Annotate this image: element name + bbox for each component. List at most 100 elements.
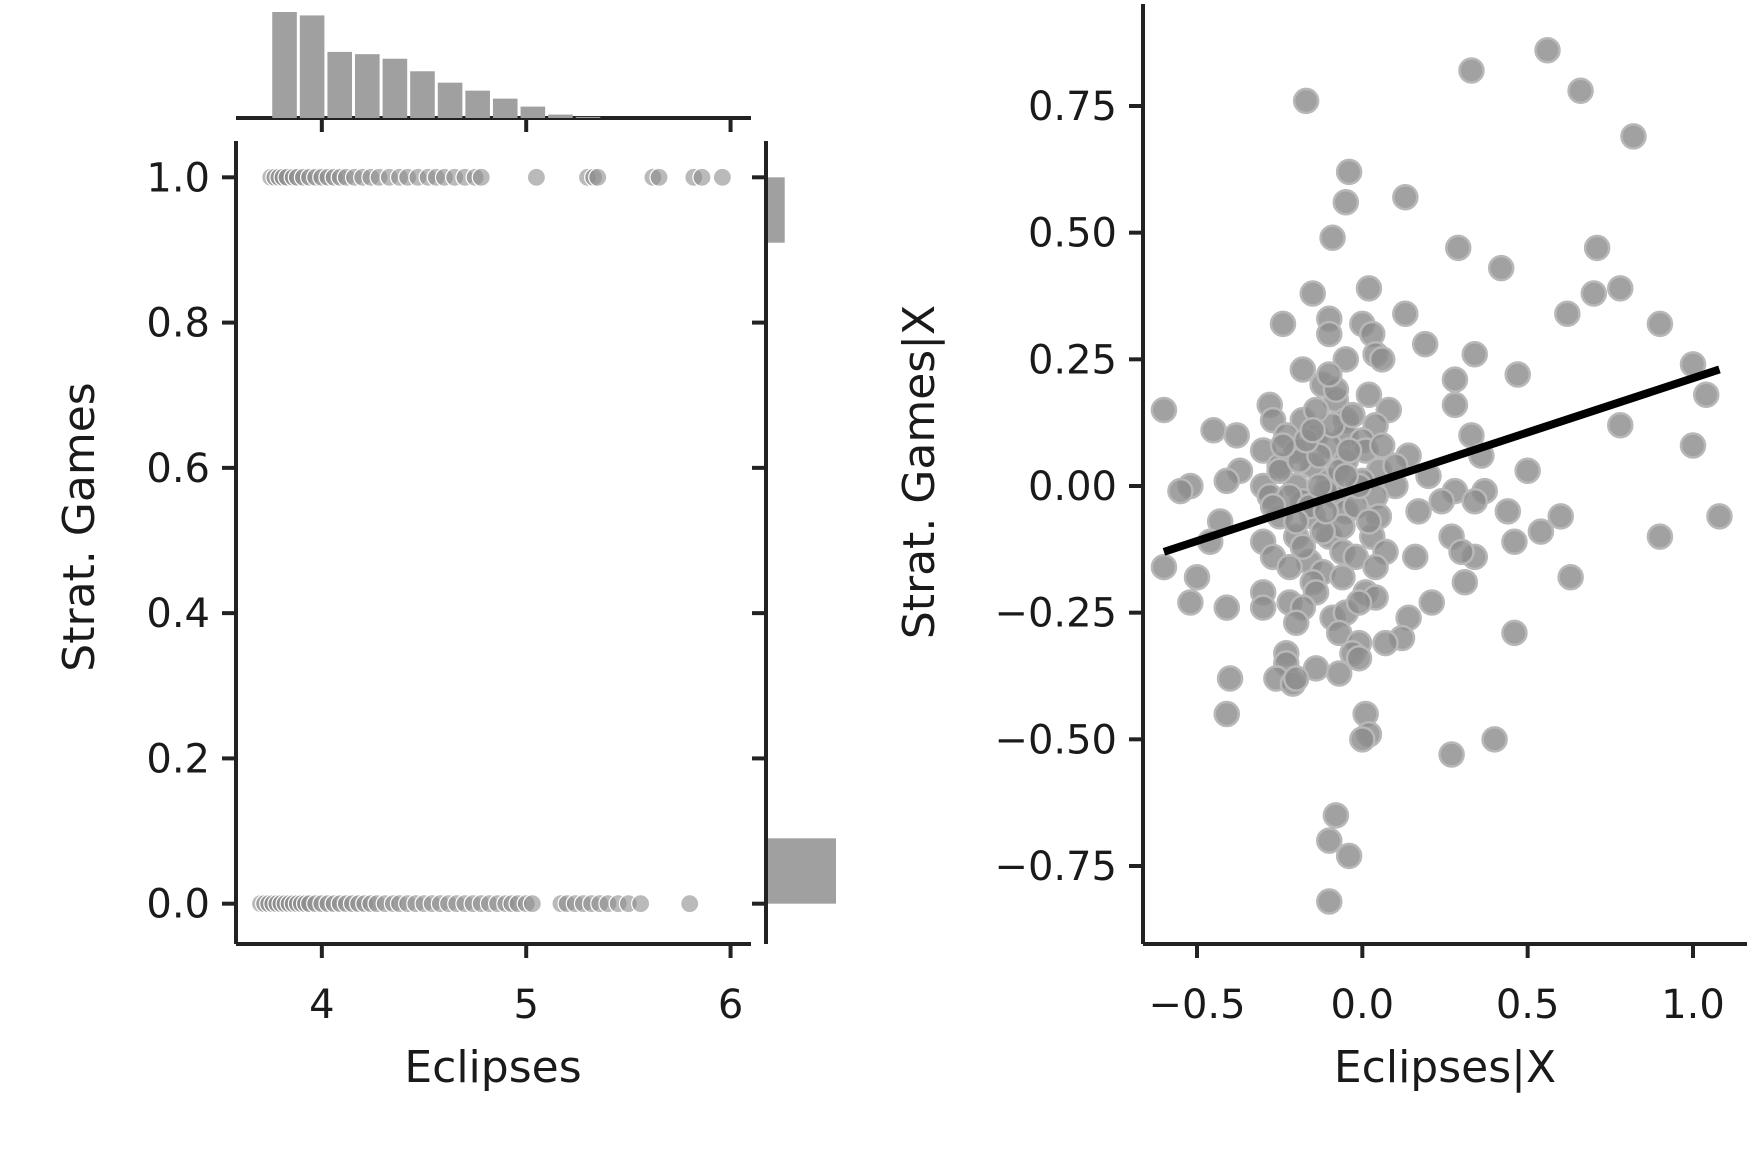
regression-point (1335, 158, 1363, 186)
regression-point (1213, 467, 1241, 495)
joint-x-tick-label: 5 (513, 982, 538, 1028)
regression-point (1200, 417, 1227, 444)
joint-y-tick-label: 0.0 (146, 882, 210, 928)
regression-point (1441, 366, 1469, 393)
regression-point (1438, 741, 1465, 768)
regression-line (1162, 365, 1721, 556)
regression-point (1269, 432, 1297, 459)
regression-point (1411, 330, 1439, 358)
marginal-x-bar (575, 116, 601, 118)
regression-point (1322, 802, 1350, 829)
regression-point (1534, 37, 1561, 64)
regression-point (1461, 341, 1489, 368)
regression-point (1501, 619, 1528, 647)
joint-y-tick-label: 0.2 (146, 736, 210, 782)
regression-point (1448, 538, 1475, 566)
regression-point (1345, 645, 1373, 672)
regression-point (1580, 280, 1608, 307)
joint-plot: 0.0 0.2 0.4 0.6 0.8 1.0 4 5 6 Eclipses Strat. Ga… (54, 12, 836, 1093)
marginal-x-bar (437, 82, 463, 118)
marginal-x-bar (327, 51, 353, 118)
regression-point (1329, 563, 1356, 591)
regression-point (1316, 888, 1343, 915)
regression-point (1706, 503, 1733, 530)
joint-y-tick-label: 0.4 (146, 591, 210, 637)
regression-point (1319, 224, 1346, 251)
regression-point (1487, 254, 1515, 282)
regression-point (1501, 528, 1528, 555)
regression-point (1554, 300, 1581, 327)
regression-y-tick-label: 0.50 (1028, 211, 1117, 257)
regression-point (1325, 660, 1353, 687)
joint-x-axis-label: Eclipses (404, 1042, 581, 1093)
joint-y-tick-label: 0.8 (146, 301, 210, 347)
marginal-x-bar (520, 106, 546, 118)
regression-point (1620, 123, 1647, 150)
regression-x-axis-label: Eclipses|X (1334, 1042, 1556, 1093)
regression-point (1316, 320, 1343, 348)
regression-point (1177, 589, 1204, 616)
regression-point (1392, 300, 1419, 327)
joint-scatter-points (250, 167, 732, 914)
regression-point (1335, 842, 1363, 870)
regression-point (1355, 508, 1383, 535)
joint-point (526, 167, 547, 187)
joint-y-tick-label: 1.0 (146, 155, 210, 201)
regression-x-tick-label: −0.5 (1148, 982, 1245, 1028)
regression-point (1607, 275, 1634, 302)
marginal-x-bar (465, 90, 490, 118)
regression-point (1289, 533, 1317, 561)
regression-y-tick-label: −0.50 (994, 717, 1117, 763)
regression-point (1299, 280, 1326, 307)
joint-point (712, 167, 732, 187)
regression-point (1461, 487, 1489, 515)
regression-y-tick-label: −0.75 (994, 844, 1117, 890)
regression-point (1567, 77, 1594, 105)
regression-point (1547, 503, 1574, 530)
partial-regression-plot: −0.75 −0.50 −0.25 0.00 0.25 0.50 0.75 −0.5 0.0 0.… (894, 4, 1747, 1093)
regression-point (1282, 665, 1310, 692)
regression-axes: −0.75 −0.50 −0.25 0.00 0.25 0.50 0.75 −0.5 0.0 0.… (994, 4, 1747, 1028)
joint-point (471, 167, 491, 187)
regression-point (1583, 234, 1611, 262)
regression-point (1355, 275, 1383, 302)
regression-point (1183, 563, 1211, 591)
regression-point (1646, 523, 1674, 550)
marginal-x-bar (355, 54, 380, 118)
regression-point (1428, 487, 1455, 515)
regression-point (1607, 411, 1634, 439)
regression-point (1289, 356, 1317, 383)
marginal-x-bar (272, 12, 297, 118)
joint-x-tick-label: 6 (718, 982, 743, 1028)
regression-point (1405, 498, 1432, 525)
regression-point (1223, 422, 1250, 449)
joint-point (692, 167, 712, 187)
regression-point (1368, 346, 1396, 373)
regression-point (1458, 57, 1485, 84)
marginal-x-bar (382, 58, 408, 118)
regression-point (1527, 518, 1555, 545)
regression-point (1316, 361, 1343, 388)
marginal-y-bar (768, 177, 785, 243)
regression-x-tick-label: 0.0 (1331, 982, 1395, 1028)
regression-point (1418, 589, 1446, 616)
regression-point (1150, 553, 1178, 581)
regression-point (1282, 609, 1310, 637)
regression-point (1292, 87, 1320, 115)
regression-point (1345, 589, 1373, 616)
regression-y-tick-label: 0.75 (1028, 84, 1117, 130)
regression-y-axis-label: Strat. Games|X (894, 305, 945, 639)
marginal-x-bar (548, 114, 573, 118)
regression-point (1349, 726, 1376, 753)
regression-point (1514, 457, 1541, 485)
marginal-x-bar (410, 71, 435, 118)
regression-point (1335, 437, 1363, 464)
regression-point (1494, 498, 1522, 525)
regression-point (1692, 381, 1720, 409)
regression-x-tick-label: 1.0 (1661, 982, 1725, 1028)
regression-point (1441, 391, 1469, 419)
joint-point (649, 167, 669, 187)
joint-point (522, 894, 542, 914)
joint-axes: 0.0 0.2 0.4 0.6 0.8 1.0 4 5 6 (146, 141, 751, 1028)
